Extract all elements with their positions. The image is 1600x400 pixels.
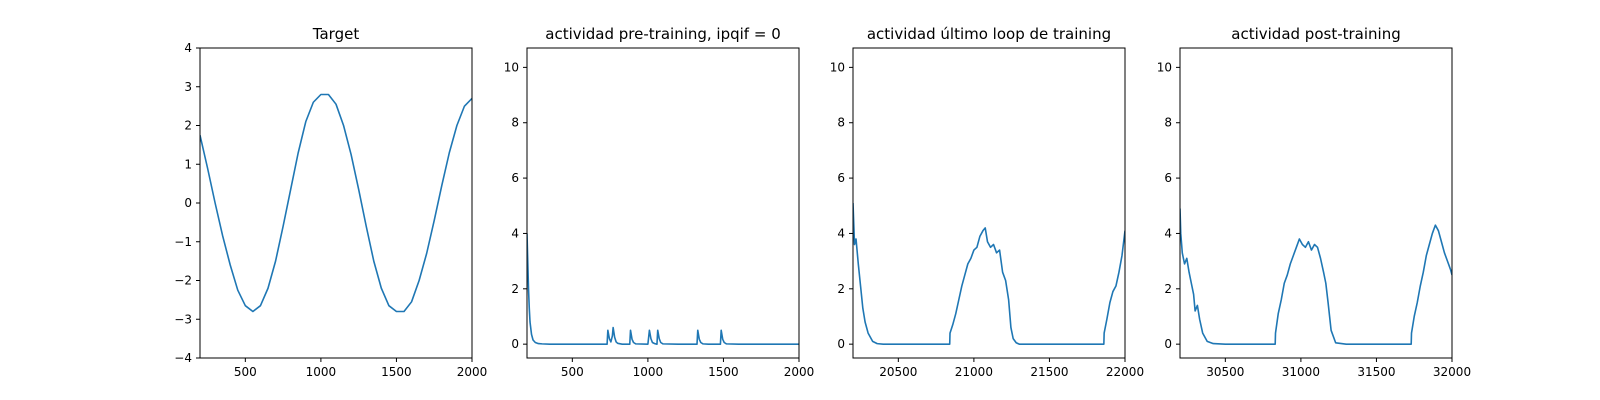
- y-tick-label: −3: [174, 312, 192, 326]
- y-tick-label: 8: [1164, 116, 1172, 130]
- series-line-1: [527, 233, 799, 345]
- subplot-4: actividad post-training 30500 31000 31500 32…: [1157, 25, 1471, 379]
- subplot-2: actividad pre-training, ipqif = 0 500 1000…: [504, 25, 815, 379]
- y-tick-label: −4: [174, 351, 192, 365]
- subplot-title: actividad pre-training, ipqif = 0: [545, 25, 781, 43]
- x-tick-label: 1000: [306, 365, 337, 379]
- y-tick-label: 1: [184, 157, 192, 171]
- y-tick-label: 2: [1164, 282, 1172, 296]
- y-tick-label: 6: [837, 171, 845, 185]
- axes-frame: [199, 47, 473, 359]
- series-line-1: [200, 93, 472, 313]
- y-tick-label: 6: [1164, 171, 1172, 185]
- y-tick-label: 2: [837, 282, 845, 296]
- x-tick-label: 500: [234, 365, 257, 379]
- x-tick-label: 31000: [1282, 365, 1320, 379]
- y-tick-label: 10: [504, 60, 519, 74]
- x-tick-label: 2000: [457, 365, 488, 379]
- y-tick-label: 3: [184, 80, 192, 94]
- y-tick-label: −1: [174, 235, 192, 249]
- y-tick-label: 2: [511, 282, 519, 296]
- y-tick-label: 0: [184, 196, 192, 210]
- x-tick-label: 21500: [1030, 365, 1068, 379]
- y-tick-label: 4: [511, 226, 519, 240]
- x-tick-label: 2000: [784, 365, 815, 379]
- x-tick-label: 1000: [633, 365, 664, 379]
- x-tick-label: 1500: [708, 365, 739, 379]
- y-tick-label: −2: [174, 274, 192, 288]
- subplot-title: actividad último loop de training: [867, 25, 1111, 43]
- x-tick-label: 20500: [879, 365, 917, 379]
- y-tick-label: 8: [511, 116, 519, 130]
- x-tick-label: 500: [561, 365, 584, 379]
- y-tick-label: 2: [184, 119, 192, 133]
- x-tick-label: 30500: [1206, 365, 1244, 379]
- subplot-1: Target 500 1000 1500 2000 −4 −3 −2 −1 0 1 2 3 4: [174, 25, 487, 379]
- y-tick-label: 8: [837, 116, 845, 130]
- series-line-1: [1180, 208, 1452, 345]
- y-tick-label: 0: [837, 337, 845, 351]
- x-tick-label: 21000: [955, 365, 993, 379]
- y-tick-label: 0: [1164, 337, 1172, 351]
- axes-frame: [852, 47, 1126, 359]
- y-tick-label: 10: [1157, 60, 1172, 74]
- y-tick-label: 4: [837, 226, 845, 240]
- x-tick-label: 1500: [381, 365, 412, 379]
- y-tick-label: 6: [511, 171, 519, 185]
- y-tick-label: 4: [1164, 226, 1172, 240]
- series-line-1: [853, 202, 1125, 345]
- axes-frame: [1179, 47, 1453, 359]
- x-tick-label: 31500: [1357, 365, 1395, 379]
- x-tick-label: 22000: [1106, 365, 1144, 379]
- subplot-title: Target: [312, 25, 360, 43]
- axes-frame: [526, 47, 800, 359]
- x-tick-label: 32000: [1433, 365, 1471, 379]
- y-tick-label: 10: [830, 60, 845, 74]
- subplot-title: actividad post-training: [1231, 25, 1400, 43]
- y-tick-label: 4: [184, 41, 192, 55]
- y-tick-label: 0: [511, 337, 519, 351]
